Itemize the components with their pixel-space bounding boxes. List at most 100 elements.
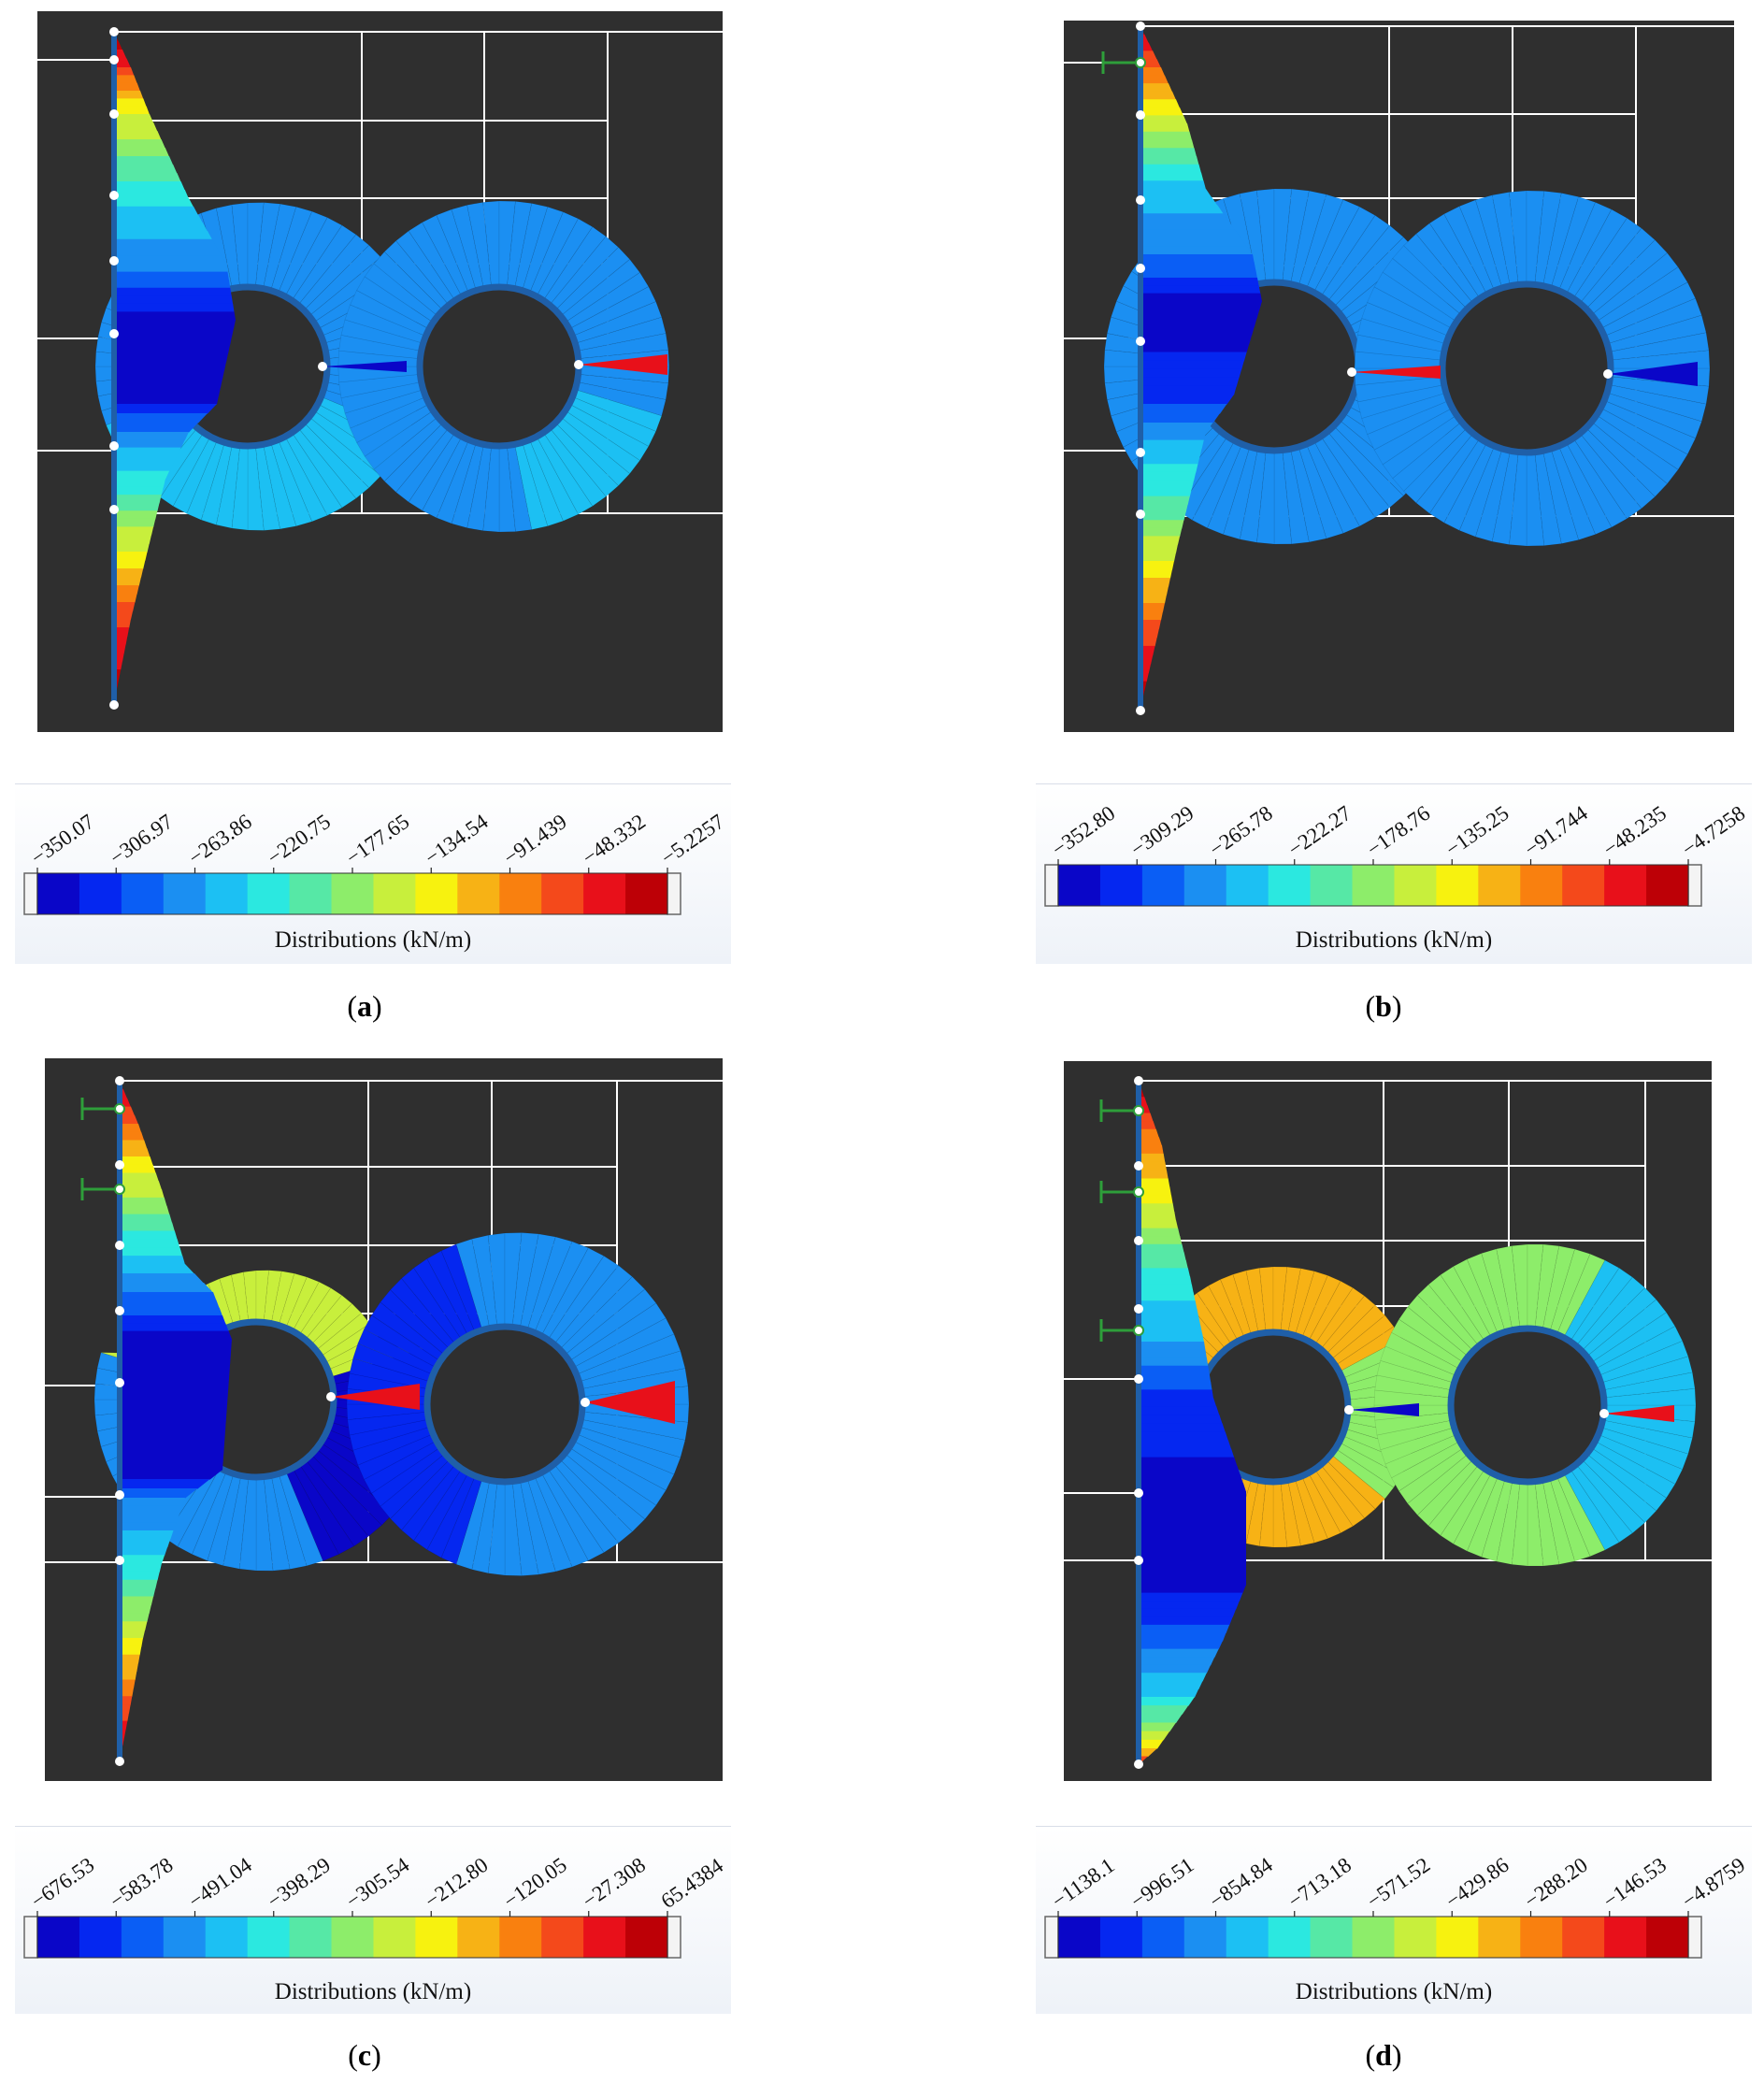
colorbar-endcap-right xyxy=(1687,1916,1702,1959)
colorbar-swatch xyxy=(1394,865,1437,906)
wall-pressure-strip xyxy=(114,91,144,99)
wall-pressure-strip xyxy=(1140,553,1176,562)
colorbar-swatch xyxy=(1436,865,1479,906)
wall-pressure-strip xyxy=(1140,83,1172,93)
wall-pressure-strip xyxy=(114,337,232,346)
wall-pressure-strip xyxy=(120,1555,165,1564)
wall-pressure-strip xyxy=(1139,1632,1226,1642)
node-point xyxy=(1134,1488,1143,1498)
point-load-spike xyxy=(1352,366,1441,379)
colorbar-swatch xyxy=(1058,865,1101,906)
colorbar-tick-label: −491.04 xyxy=(184,1853,256,1913)
strut-support-icon xyxy=(1099,1319,1144,1342)
colorbar-swatch xyxy=(1646,865,1689,906)
wall-pressure-strip xyxy=(1140,262,1256,271)
wall-pressure-strip xyxy=(1140,404,1227,414)
wall-pressure-strip xyxy=(1139,1680,1203,1690)
colorbar-swatch xyxy=(37,1917,80,1958)
node-point xyxy=(1347,367,1356,377)
wall-pressure-strip xyxy=(120,1546,168,1556)
colorbar-swatch xyxy=(1310,865,1354,906)
node-point xyxy=(1134,1304,1143,1314)
wall-pressure-strip xyxy=(1139,1585,1246,1594)
colorbar-tick-label: −27.308 xyxy=(578,1853,650,1913)
node-point xyxy=(1136,510,1145,519)
wall-pressure-strip xyxy=(1140,544,1178,553)
wall-pressure-strip xyxy=(114,585,139,595)
wall-pressure-strip xyxy=(120,1563,162,1573)
wall-pressure-strip xyxy=(114,320,236,329)
wall-pressure-strip xyxy=(114,173,181,182)
tunnel-right-ring-lining xyxy=(423,1323,586,1486)
wall-pressure-strip xyxy=(1139,1292,1196,1301)
wall-pressure-strip xyxy=(114,98,147,108)
node-point xyxy=(109,441,119,451)
wall-pressure-strip xyxy=(1139,1178,1170,1188)
wall-pressure-strip xyxy=(120,1579,158,1589)
legend-b: −352.80 −309.29 −265.78 −222.27 −178.76 −135.… xyxy=(1036,783,1752,964)
colorbar-endcap-left xyxy=(1044,1916,1059,1959)
wall-pressure-strip xyxy=(120,1339,232,1348)
wall-pressure-strip xyxy=(1139,1212,1176,1221)
wall-pressure-strip xyxy=(120,1156,153,1166)
wall-pressure-strip xyxy=(1139,1567,1246,1577)
wall-pressure-strip xyxy=(120,1404,227,1414)
wall-pressure-strip xyxy=(114,543,150,553)
wall-pressure-strip xyxy=(120,1662,138,1673)
wall-pressure-strip xyxy=(1140,527,1183,538)
wall-pressure-strip xyxy=(114,255,226,265)
node-point xyxy=(574,360,583,369)
wall-pressure-strip xyxy=(114,303,235,313)
wall-pressure-strip xyxy=(1140,569,1172,579)
wall-pressure-strip xyxy=(120,1164,156,1174)
point-load-spike xyxy=(1604,1405,1674,1422)
colorbar-swatch xyxy=(1436,1917,1479,1958)
colorbar-swatch xyxy=(79,1917,122,1958)
strut-support-icon xyxy=(1101,51,1146,74)
colorbar-swatch xyxy=(457,1917,500,1958)
wall-pressure-strip xyxy=(114,156,174,165)
legend-title-c: Distributions (kN/m) xyxy=(274,1979,472,2004)
wall-pressure-strip xyxy=(1140,360,1244,370)
wall-pressure-strip xyxy=(1139,1641,1223,1650)
wall-pressure-strip xyxy=(1139,1121,1156,1130)
wall-pressure-strip xyxy=(114,67,135,76)
colorbar-swatch xyxy=(583,1917,626,1958)
wall-pressure-strip xyxy=(1140,205,1224,214)
caption-b: (b) xyxy=(1365,989,1402,1023)
wall-pressure-strip xyxy=(120,1522,177,1531)
wall-pressure-strip xyxy=(114,247,222,256)
legend-title-b: Distributions (kN/m) xyxy=(1295,927,1493,953)
wall-pressure-strip xyxy=(1139,1284,1194,1294)
wall-pressure-strip xyxy=(1140,180,1206,190)
wall-pressure-strip xyxy=(114,370,224,380)
tunnel-right-ring-lining xyxy=(1439,280,1614,456)
wall-pressure-strip xyxy=(1140,91,1176,100)
wall-pressure-strip xyxy=(1140,67,1165,77)
wall-pressure-strip xyxy=(114,139,165,149)
wall-pressure-strip xyxy=(114,432,189,440)
colorbar-swatch xyxy=(1478,865,1521,906)
wall-pressure-strip xyxy=(114,395,219,405)
wall-pressure-strip xyxy=(1139,1128,1159,1138)
wall-pressure-strip xyxy=(1139,1137,1162,1146)
wall-pressure-strip xyxy=(1139,1624,1230,1634)
wall-pressure-strip xyxy=(120,1498,185,1507)
wall-pressure-strip xyxy=(114,518,156,528)
colorbar-tick-label: −178.76 xyxy=(1363,801,1435,861)
wall-pressure-strip xyxy=(1140,352,1247,362)
colorbar-tick-label: −350.07 xyxy=(27,810,99,869)
node-point xyxy=(115,1160,124,1170)
node-point xyxy=(1603,369,1613,379)
wall-pressure-strip xyxy=(1140,269,1257,279)
wall-pressure-strip xyxy=(1139,1500,1246,1509)
wall-pressure-strip xyxy=(1139,1616,1233,1626)
colorbar-tick-label: −4.8759 xyxy=(1678,1853,1750,1913)
wall-pressure-strip xyxy=(120,1437,225,1446)
wall-pressure-strip xyxy=(114,470,170,480)
wall-pressure-strip xyxy=(120,1613,150,1622)
colorbar-swatch xyxy=(583,873,626,914)
distribution-diagram-a xyxy=(37,27,723,710)
strut-support-icon xyxy=(1099,1099,1144,1122)
colorbar-swatch xyxy=(1183,1917,1227,1958)
